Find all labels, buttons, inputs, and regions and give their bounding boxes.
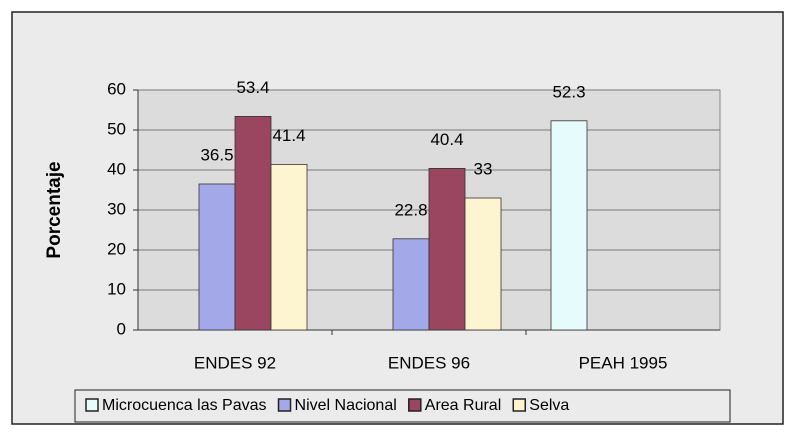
y-tick-label: 20 (107, 239, 126, 258)
y-tick-label: 40 (107, 159, 126, 178)
legend-label: Selva (529, 397, 569, 414)
legend-label: Nivel Nacional (295, 397, 397, 414)
y-tick-label: 10 (107, 279, 126, 298)
value-label: 52.3 (552, 82, 585, 101)
y-tick-label: 50 (107, 119, 126, 138)
x-tick-label: ENDES 96 (388, 353, 470, 372)
legend-swatch (408, 398, 422, 412)
x-tick-label: ENDES 92 (194, 353, 276, 372)
y-axis-label: Porcentaje (44, 161, 65, 258)
legend-swatch (277, 398, 292, 412)
bar (198, 183, 236, 331)
value-label: 41.4 (272, 126, 305, 145)
value-label: 22.8 (394, 200, 427, 219)
legend (74, 389, 731, 423)
value-label: 33 (474, 159, 493, 178)
y-tick-label: 60 (107, 79, 126, 98)
bar (234, 116, 272, 331)
legend-swatch (85, 398, 99, 412)
bar (392, 238, 430, 331)
legend-label: Microcuenca las Pavas (102, 397, 267, 414)
x-tick-label: PEAH 1995 (579, 353, 668, 372)
value-label: 36.5 (200, 145, 233, 164)
bar (270, 163, 308, 331)
legend-label: Area Rural (425, 397, 501, 414)
bar (428, 167, 466, 331)
value-label: 53.4 (236, 78, 269, 97)
bar (464, 197, 502, 331)
y-tick-label: 30 (107, 199, 126, 218)
legend-swatch (512, 398, 527, 412)
bar (550, 120, 588, 331)
value-label: 40.4 (430, 130, 463, 149)
y-tick-label: 0 (117, 319, 126, 338)
